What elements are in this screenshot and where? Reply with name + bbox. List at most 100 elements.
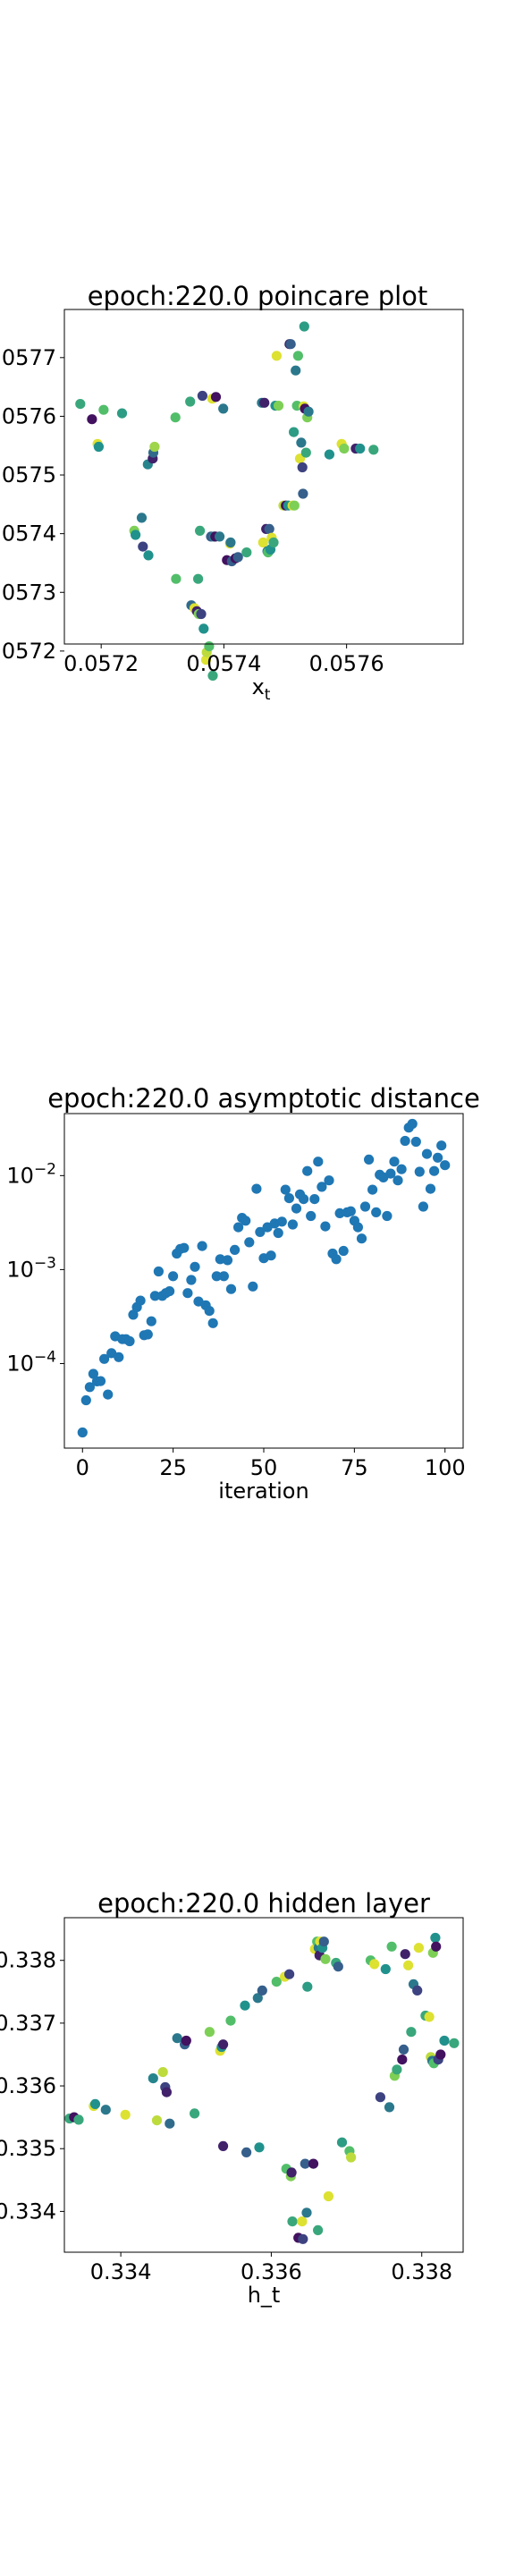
x-tick-label-2-1: 0.336 [241, 2259, 302, 2284]
scatter-point-2-69 [406, 2027, 417, 2038]
scatter-point-0-21 [193, 573, 204, 584]
scatter-point-1-30 [186, 1275, 197, 1285]
x-tick-label-2-2: 0.338 [391, 2259, 452, 2284]
scatter-point-1-48 [251, 1183, 262, 1194]
scatter-point-1-10 [114, 1352, 124, 1362]
scatter-point-2-20 [218, 2039, 229, 2050]
scatter-point-2-74 [424, 2012, 435, 2022]
hidden-layer-frame [63, 1917, 464, 2253]
scatter-point-2-2 [73, 2114, 84, 2125]
scatter-point-0-79 [324, 449, 334, 460]
scatter-point-2-5 [100, 2105, 111, 2115]
scatter-point-2-82 [435, 2049, 446, 2060]
scatter-point-1-16 [135, 1295, 146, 1306]
scatter-point-1-66 [317, 1182, 327, 1192]
x-tick-label-0-1: 0.0574 [186, 651, 261, 676]
scatter-point-1-70 [331, 1254, 342, 1265]
scatter-point-1-59 [291, 1203, 302, 1214]
scatter-point-1-47 [248, 1281, 258, 1292]
scatter-point-1-14 [128, 1309, 139, 1320]
scatter-point-1-85 [385, 1168, 396, 1179]
scatter-point-2-7 [148, 2073, 158, 2084]
scatter-point-2-9 [157, 2067, 168, 2078]
scatter-point-1-0 [77, 1427, 88, 1438]
scatter-point-1-46 [244, 1237, 255, 1248]
scatter-point-1-33 [197, 1241, 207, 1251]
y-tick-label-2-4: 0.338 [0, 1948, 56, 1973]
scatter-point-1-65 [313, 1157, 324, 1167]
scatter-point-1-79 [364, 1154, 375, 1165]
scatter-point-2-25 [252, 1993, 263, 2004]
scatter-point-2-6 [120, 2109, 131, 2120]
scatter-point-1-2 [84, 1382, 95, 1393]
scatter-point-1-92 [410, 1136, 421, 1148]
scatter-point-1-1 [80, 1394, 91, 1406]
scatter-point-2-65 [397, 2055, 408, 2065]
scatter-point-2-83 [439, 2035, 450, 2046]
scatter-point-2-26 [254, 2142, 265, 2153]
scatter-point-1-37 [211, 1271, 222, 1282]
scatter-point-1-28 [179, 1242, 190, 1253]
poincare-plot-xlabel: xt [252, 674, 271, 704]
scatter-point-1-21 [153, 1266, 164, 1277]
x-tick-label-1-3: 75 [341, 1455, 368, 1480]
scatter-point-1-18 [142, 1329, 153, 1340]
scatter-point-1-52 [266, 1250, 276, 1261]
poincare-plot-frame [63, 309, 464, 645]
scatter-point-1-40 [222, 1255, 233, 1266]
scatter-point-1-13 [124, 1335, 135, 1347]
scatter-point-0-9 [138, 541, 148, 552]
x-tick-label-2-0: 0.334 [90, 2259, 152, 2284]
asymptotic-distance-axes: 0 25 50 75 100 10−4 10−3 10−2 [6, 1160, 465, 1480]
scatter-point-2-23 [240, 2000, 250, 2011]
scatter-point-1-35 [204, 1306, 215, 1317]
scatter-point-2-49 [318, 1936, 329, 1947]
scatter-point-0-54 [268, 537, 279, 548]
scatter-point-1-100 [440, 1160, 451, 1171]
poincare-plot-title: epoch:220.0 poincare plot [88, 281, 428, 311]
asymptotic-distance-xlabel: iteration [218, 1479, 308, 1504]
y-tick-label-1-0: 10−4 [6, 1348, 56, 1376]
scatter-point-1-39 [218, 1271, 229, 1282]
scatter-point-0-72 [298, 488, 308, 499]
scatter-point-0-16 [171, 573, 182, 584]
scatter-point-1-95 [421, 1148, 433, 1159]
scatter-point-1-80 [367, 1184, 378, 1195]
hidden-layer-axes: 0.334 0.336 0.338 0.334 0.335 0.336 0.337 0.338 [0, 1948, 452, 2284]
scatter-point-0-44 [241, 547, 252, 558]
scatter-point-1-57 [283, 1193, 294, 1204]
scatter-point-1-72 [338, 1245, 349, 1257]
scatter-point-0-8 [136, 513, 148, 523]
hidden-layer-chart: epoch:220.0 hidden layer 0.334 0.336 0.338… [0, 1888, 464, 2308]
scatter-point-1-25 [168, 1271, 179, 1282]
scatter-point-1-49 [255, 1226, 266, 1237]
scatter-point-1-43 [233, 1222, 244, 1233]
scatter-point-0-24 [196, 608, 207, 620]
scatter-point-0-65 [289, 500, 300, 511]
poincare-plot-points [75, 321, 379, 682]
scatter-point-2-71 [412, 1985, 423, 1996]
scatter-point-2-11 [161, 2087, 172, 2097]
scatter-point-1-62 [302, 1165, 313, 1176]
scatter-point-0-15 [170, 412, 181, 423]
scatter-point-2-68 [403, 1960, 414, 1970]
scatter-point-2-44 [313, 2224, 324, 2235]
scatter-point-2-24 [241, 2147, 252, 2157]
hidden-layer-title: epoch:220.0 hidden layer [97, 1888, 430, 1919]
scatter-point-0-43 [232, 552, 243, 563]
scatter-point-2-33 [286, 2167, 297, 2178]
y-tick-label-2-3: 0.337 [0, 2011, 56, 2036]
scatter-point-0-56 [271, 351, 282, 361]
y-tick-label-2-2: 0.336 [0, 2073, 56, 2098]
scatter-point-1-63 [306, 1210, 317, 1222]
scatter-point-2-58 [369, 1959, 380, 1970]
scatter-point-1-54 [273, 1227, 283, 1239]
scatter-point-0-57 [273, 401, 284, 411]
poincare-plot-chart: epoch:220.0 poincare plot 0.0572 0.0574 0.… [0, 281, 464, 704]
scatter-point-1-99 [436, 1140, 447, 1151]
scatter-point-1-61 [299, 1194, 309, 1205]
asymptotic-distance-chart: epoch:220.0 asymptotic distance 0 25 50 75 1… [6, 1083, 479, 1504]
scatter-point-1-55 [276, 1216, 287, 1227]
scatter-point-0-14 [149, 441, 160, 453]
scatter-point-2-12 [165, 2118, 175, 2129]
